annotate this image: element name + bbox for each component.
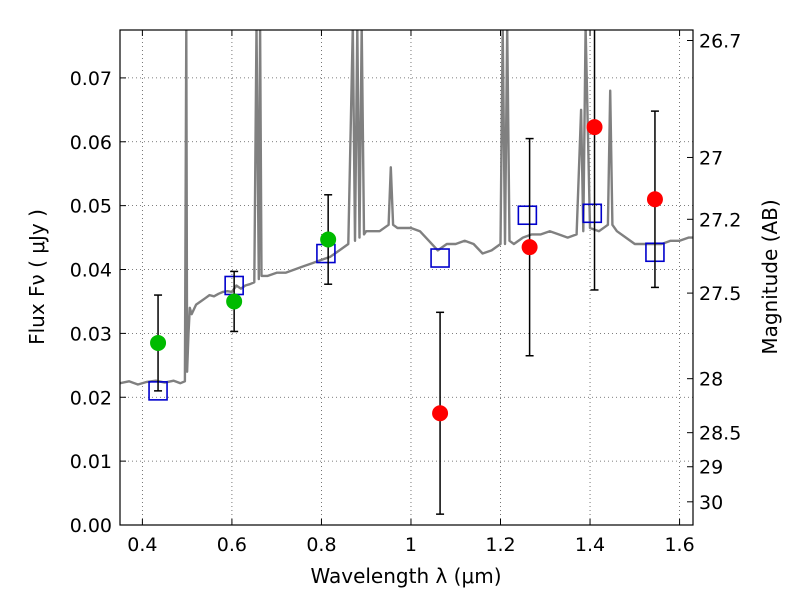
right-tick-label: 28 (699, 369, 723, 391)
y-tick-label: 0.05 (70, 196, 112, 218)
model-square (517, 205, 538, 226)
photometry-point (521, 239, 538, 256)
y-tick-label: 0.00 (70, 515, 112, 537)
y-axis: 0.00 0.01 0.02 0.03 0.04 0.05 0.06 0.07 (70, 68, 126, 537)
x-axis: 0.4 0.6 0.8 1 1.2 1.4 1.6 (127, 30, 695, 556)
photometry-point (150, 334, 167, 351)
plot-area (120, 30, 693, 515)
x-tick-label: 0.8 (306, 534, 336, 556)
right-axis: 26.7 27 27.2 27.5 28 28.5 29 30 (687, 30, 741, 514)
photometry-point (646, 191, 663, 208)
x-tick-label: 1.2 (485, 534, 515, 556)
right-tick-label: 27.2 (699, 209, 741, 231)
x-tick-label: 0.4 (127, 534, 157, 556)
right-tick-label: 27 (699, 147, 723, 169)
y-tick-label: 0.01 (70, 451, 112, 473)
x-tick-label: 0.6 (217, 534, 247, 556)
right-tick-label: 29 (699, 457, 723, 479)
photometry-point (586, 119, 603, 136)
y-tick-label: 0.04 (70, 260, 112, 282)
right-axis-label: Magnitude (AB) (758, 199, 782, 354)
y-tick-label: 0.03 (70, 323, 112, 345)
right-tick-label: 28.5 (699, 423, 741, 445)
photometry-point (226, 293, 243, 310)
right-tick-label: 27.5 (699, 283, 741, 305)
photometry-point (432, 405, 449, 422)
x-tick-label: 1 (405, 534, 417, 556)
model-square (430, 248, 450, 268)
x-tick-label: 1.4 (575, 534, 605, 556)
spectrum-line (120, 30, 693, 386)
y-tick-label: 0.02 (70, 387, 112, 409)
y-tick-label: 0.06 (70, 132, 112, 154)
x-axis-label: Wavelength λ (μm) (310, 564, 501, 588)
y-tick-label: 0.07 (70, 68, 112, 90)
right-tick-label: 30 (699, 492, 723, 514)
x-tick-label: 1.6 (664, 534, 694, 556)
photometry-point (320, 231, 337, 248)
y-axis-label: Flux Fν ( μJy ) (25, 209, 49, 345)
plot-frame (119, 29, 694, 526)
right-tick-label: 26.7 (699, 30, 741, 52)
grid (120, 30, 693, 526)
model-square (582, 203, 603, 224)
